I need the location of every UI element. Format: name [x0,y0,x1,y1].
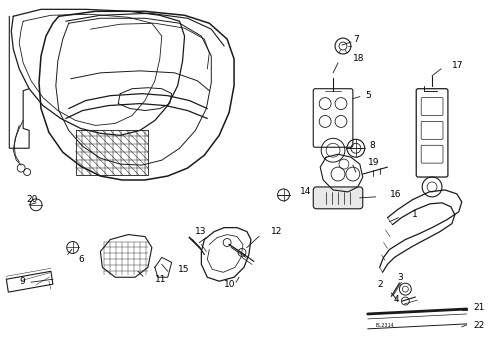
Text: 22: 22 [473,321,484,330]
Text: 1: 1 [411,210,417,219]
Text: BL2314: BL2314 [375,323,394,328]
Text: 15: 15 [177,265,189,274]
Text: 14: 14 [300,188,311,197]
Text: 11: 11 [155,275,166,284]
Text: 8: 8 [369,141,375,150]
Text: 4: 4 [393,294,398,303]
Text: 20: 20 [26,195,38,204]
Text: 7: 7 [352,35,358,44]
Text: 17: 17 [451,62,463,71]
Text: 18: 18 [352,54,364,63]
FancyBboxPatch shape [313,187,362,209]
Text: 16: 16 [389,190,400,199]
Text: 12: 12 [270,227,282,236]
Text: 5: 5 [365,91,371,100]
Text: 9: 9 [19,277,25,286]
Text: 13: 13 [194,227,205,236]
Text: 21: 21 [473,302,484,311]
Text: 19: 19 [367,158,378,167]
Text: 6: 6 [79,255,84,264]
Text: 3: 3 [397,273,402,282]
Text: 10: 10 [224,280,235,289]
Text: 2: 2 [377,280,383,289]
